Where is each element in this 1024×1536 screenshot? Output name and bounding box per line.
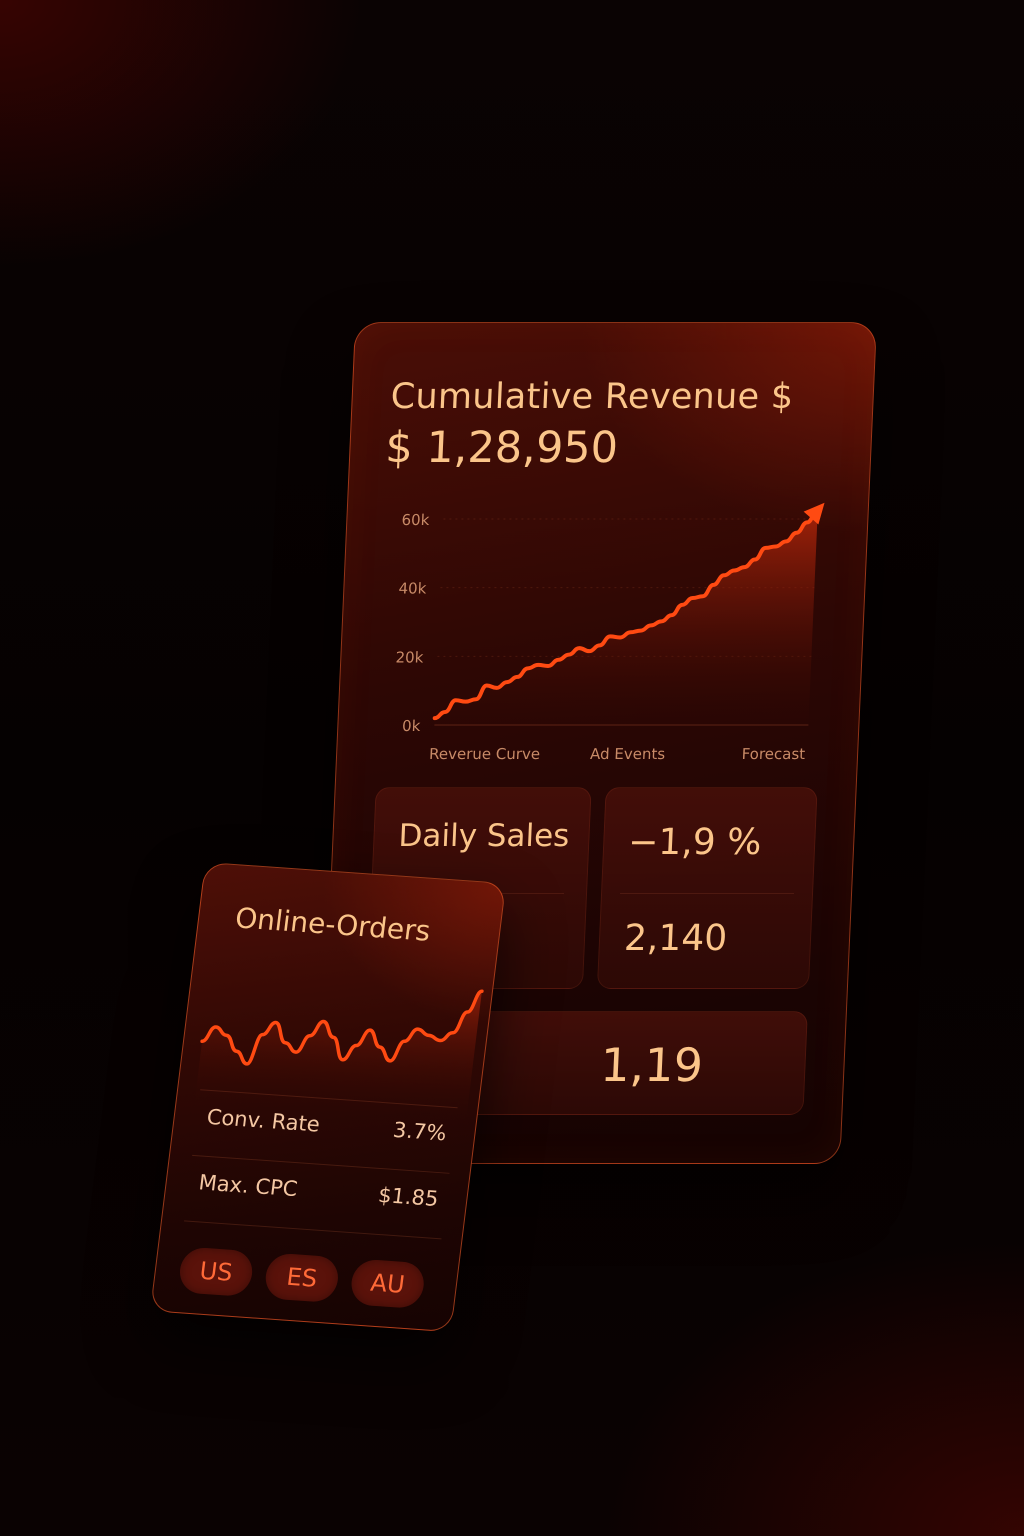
y-tick-label: 40k: [398, 580, 427, 598]
y-tick-label: 0k: [402, 717, 421, 735]
x-axis-label: Forecast: [741, 745, 805, 763]
max-cpc-label: Max. CPC: [197, 1170, 299, 1202]
max-cpc-value: $1.85: [376, 1182, 440, 1212]
conv-rate-value: 3.7%: [391, 1117, 448, 1146]
revenue-line: [432, 508, 820, 721]
chip-us[interactable]: US: [177, 1246, 255, 1298]
daily-sales-label: Daily Sales: [397, 818, 571, 854]
orders-sparkline: [194, 989, 484, 1122]
chip-au[interactable]: AU: [348, 1258, 427, 1310]
revenue-chart: 60k 40k 20k 0k Reverue Curve Ad Events Foreca…: [395, 502, 825, 763]
change-tile: −1,9 % 2,140: [596, 787, 818, 989]
tile-divider: [620, 893, 795, 894]
chip-es[interactable]: ES: [263, 1252, 341, 1304]
total-value: 1,19: [599, 1038, 705, 1092]
orders-sparkline-line: [200, 989, 484, 1066]
revenue-area: [434, 510, 818, 725]
max-cpc-row: Max. CPC $1.85: [185, 1154, 450, 1224]
change-value: −1,9 %: [627, 822, 763, 863]
online-orders-title: Online-Orders: [233, 901, 433, 948]
trend-arrow-icon: [803, 502, 825, 525]
y-tick-label: 60k: [401, 511, 430, 529]
chip-divider: [183, 1220, 442, 1241]
x-axis-label: Ad Events: [590, 745, 666, 763]
online-orders-card: Online-Orders Conv. Rate 3.7% Max. CPC $…: [149, 862, 507, 1333]
conv-rate-label: Conv. Rate: [205, 1104, 322, 1137]
count-value: 2,140: [623, 918, 729, 959]
x-axis-label: Reverue Curve: [429, 745, 541, 763]
y-tick-label: 20k: [395, 648, 424, 666]
revenue-card: Cumulative Revenue $ $ 1,28,950 60k 40k 20…: [318, 322, 877, 1164]
